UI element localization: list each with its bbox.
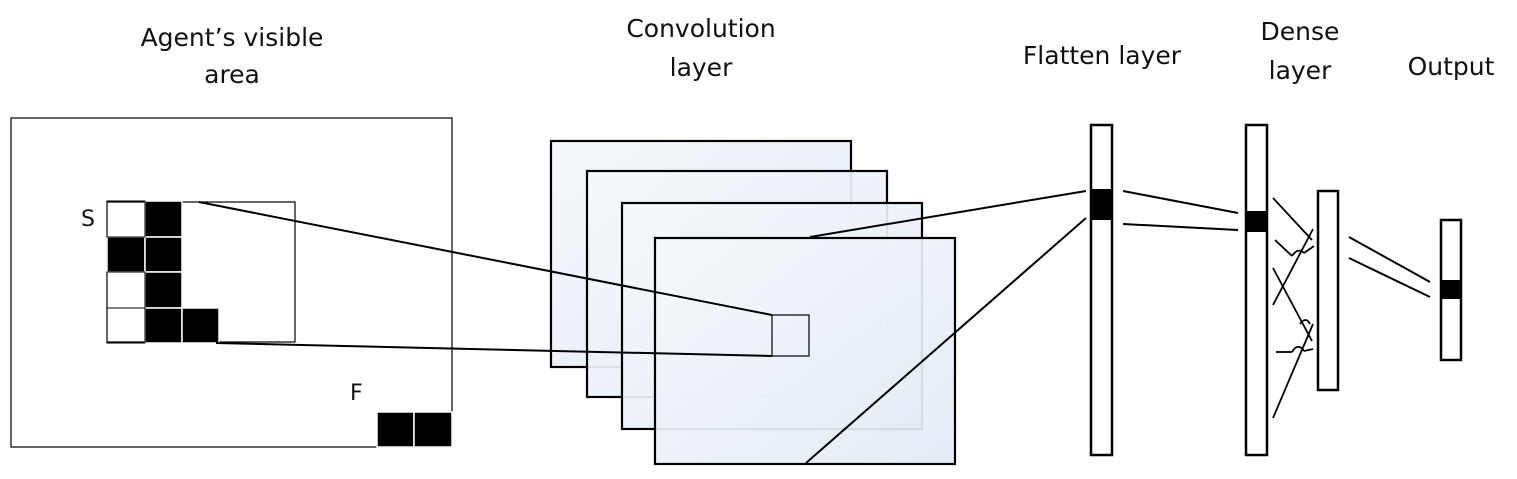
maze-cell bbox=[144, 271, 183, 309]
feature-maps bbox=[549, 139, 957, 466]
start-marker: S bbox=[81, 207, 95, 232]
dense-crossing-connections bbox=[1272, 197, 1315, 419]
maze-cells bbox=[106, 200, 453, 448]
flatten-active-unit bbox=[1092, 189, 1111, 220]
maze-cell bbox=[144, 236, 183, 273]
flatten-to-dense-lines bbox=[1122, 190, 1239, 231]
flatten-layer bbox=[1089, 123, 1114, 457]
maze-grid-outline bbox=[106, 200, 146, 344]
maze-cell bbox=[144, 307, 183, 344]
maze-cell bbox=[376, 411, 415, 448]
output-title: Output bbox=[1408, 52, 1495, 81]
output-active-unit bbox=[1442, 280, 1460, 299]
conv-output-cell bbox=[771, 314, 810, 357]
dense-active-unit bbox=[1247, 211, 1266, 232]
feature-map-4 bbox=[653, 236, 957, 466]
dense-layer-2 bbox=[1316, 189, 1340, 392]
visible-area-title-line1: Agent’s visible bbox=[141, 23, 324, 52]
maze-cell bbox=[106, 236, 146, 273]
flatten-title: Flatten layer bbox=[1023, 41, 1182, 70]
maze-cell bbox=[181, 307, 220, 344]
convolution-title-line2: layer bbox=[670, 53, 733, 82]
dense-title-line1: Dense bbox=[1261, 17, 1340, 46]
visible-area-title-line2: area bbox=[204, 60, 260, 89]
visible-area-frame bbox=[10, 117, 453, 448]
maze-cell bbox=[144, 200, 183, 238]
maze-cell bbox=[413, 411, 453, 448]
projection-lines bbox=[198, 190, 1087, 464]
finish-marker: F bbox=[350, 381, 363, 406]
dense-layer bbox=[1244, 123, 1269, 457]
dense-title-line2: layer bbox=[1269, 56, 1332, 85]
dense-to-output-lines bbox=[1348, 236, 1431, 298]
convolution-title-line1: Convolution bbox=[626, 14, 775, 43]
